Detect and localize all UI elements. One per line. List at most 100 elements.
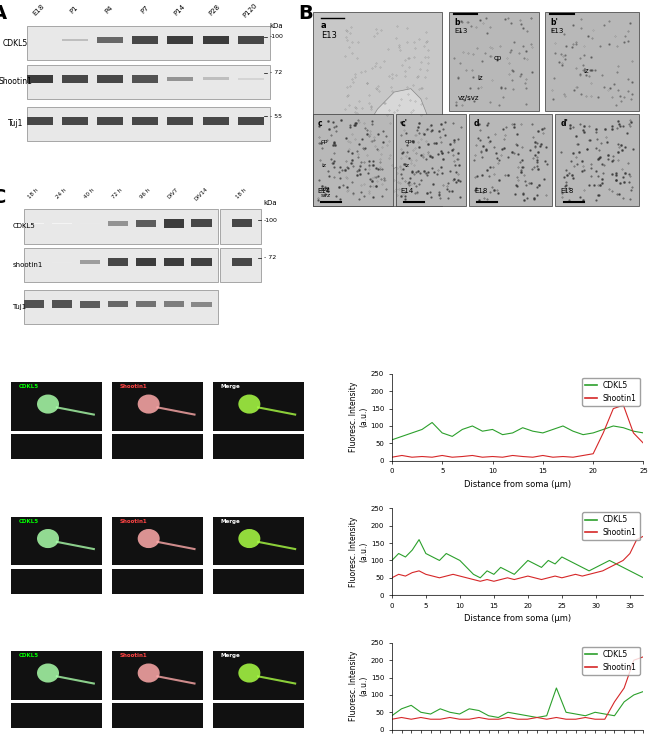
CDKL5 (619, 423, 627, 432)
Bar (136, 220, 156, 227)
Text: 24 h: 24 h (55, 187, 68, 200)
Shootin1 (626, 549, 634, 558)
Text: P120: P120 (242, 1, 259, 18)
FancyBboxPatch shape (11, 703, 103, 728)
Shootin1 (529, 453, 537, 461)
Bar (136, 301, 156, 307)
FancyBboxPatch shape (469, 114, 552, 206)
Bar (62, 117, 88, 125)
Text: cp: cp (404, 139, 411, 144)
Shootin1 (495, 715, 502, 724)
Shootin1 (601, 715, 608, 724)
Shootin1 (562, 715, 570, 724)
Shootin1 (606, 563, 614, 572)
Text: DIV14: DIV14 (194, 186, 209, 201)
FancyBboxPatch shape (112, 383, 203, 430)
Shootin1 (590, 450, 597, 458)
Bar (108, 258, 128, 266)
CDKL5 (388, 711, 396, 720)
CDKL5 (415, 535, 423, 544)
Shootin1 (489, 452, 497, 461)
Y-axis label: Fluoresc. Intensity
(a.u.): Fluoresc. Intensity (a.u.) (348, 382, 368, 453)
Bar (52, 301, 72, 308)
Bar (80, 223, 100, 224)
CDKL5 (463, 563, 471, 572)
Ellipse shape (37, 663, 59, 682)
Bar (97, 75, 123, 83)
Bar (192, 258, 212, 266)
CDKL5 (449, 553, 457, 562)
CDKL5 (610, 422, 617, 430)
Shootin1 (619, 401, 627, 410)
Bar (24, 301, 44, 308)
CDKL5 (551, 559, 559, 568)
Shootin1 (578, 572, 586, 581)
Shootin1 (469, 451, 476, 460)
Bar (232, 258, 252, 266)
Text: 96 h: 96 h (139, 187, 151, 200)
Shootin1 (630, 428, 638, 437)
Shootin1 (517, 573, 525, 582)
Text: iz: iz (584, 69, 590, 74)
FancyBboxPatch shape (27, 26, 270, 60)
CDKL5 (523, 711, 531, 720)
CDKL5 (640, 573, 647, 582)
Shootin1 (585, 570, 593, 579)
Bar (132, 117, 158, 125)
CDKL5 (497, 563, 504, 572)
Shootin1 (559, 452, 567, 461)
FancyBboxPatch shape (27, 65, 270, 99)
Shootin1 (436, 573, 443, 582)
CDKL5 (417, 708, 425, 716)
Shootin1 (599, 428, 607, 437)
Bar (203, 36, 229, 44)
Bar (168, 117, 194, 125)
Shootin1 (640, 439, 647, 448)
Ellipse shape (239, 394, 261, 413)
CDKL5 (562, 708, 570, 716)
Text: -100: -100 (270, 35, 283, 39)
Shootin1 (446, 713, 454, 722)
Bar (97, 117, 123, 125)
Shootin1 (519, 452, 526, 461)
CDKL5 (585, 567, 593, 576)
Text: Merge: Merge (220, 384, 240, 389)
Text: Tuj1: Tuj1 (8, 119, 23, 128)
Shootin1 (640, 531, 647, 540)
Text: CDKL5: CDKL5 (19, 653, 39, 658)
Shootin1 (523, 715, 531, 724)
Shootin1 (499, 453, 506, 461)
FancyBboxPatch shape (213, 383, 304, 430)
FancyBboxPatch shape (27, 107, 270, 141)
CDKL5 (519, 423, 526, 432)
CDKL5 (582, 711, 590, 720)
Y-axis label: Fluoresc. Intensity
(a.u.): Fluoresc. Intensity (a.u.) (348, 651, 368, 722)
FancyBboxPatch shape (112, 569, 203, 594)
Bar (136, 258, 156, 266)
Shootin1 (640, 652, 647, 661)
FancyBboxPatch shape (24, 290, 218, 324)
Shootin1 (545, 573, 552, 582)
Shootin1 (630, 656, 638, 665)
Bar (238, 36, 264, 44)
CDKL5 (549, 425, 557, 434)
FancyBboxPatch shape (213, 434, 304, 459)
Shootin1 (402, 572, 410, 581)
CDKL5 (558, 553, 566, 562)
CDKL5 (552, 683, 560, 692)
Bar (27, 40, 53, 41)
CDKL5 (640, 428, 647, 437)
Text: P1: P1 (69, 4, 79, 15)
Bar (192, 301, 212, 307)
Text: E13: E13 (321, 31, 337, 40)
CDKL5 (612, 559, 620, 568)
Shootin1 (475, 713, 483, 722)
CDKL5 (489, 425, 497, 434)
FancyBboxPatch shape (555, 114, 638, 206)
Ellipse shape (239, 529, 261, 548)
Shootin1 (633, 535, 641, 544)
CDKL5 (606, 556, 614, 565)
Shootin1 (478, 453, 486, 461)
Bar (203, 117, 229, 125)
Shootin1 (476, 577, 484, 586)
